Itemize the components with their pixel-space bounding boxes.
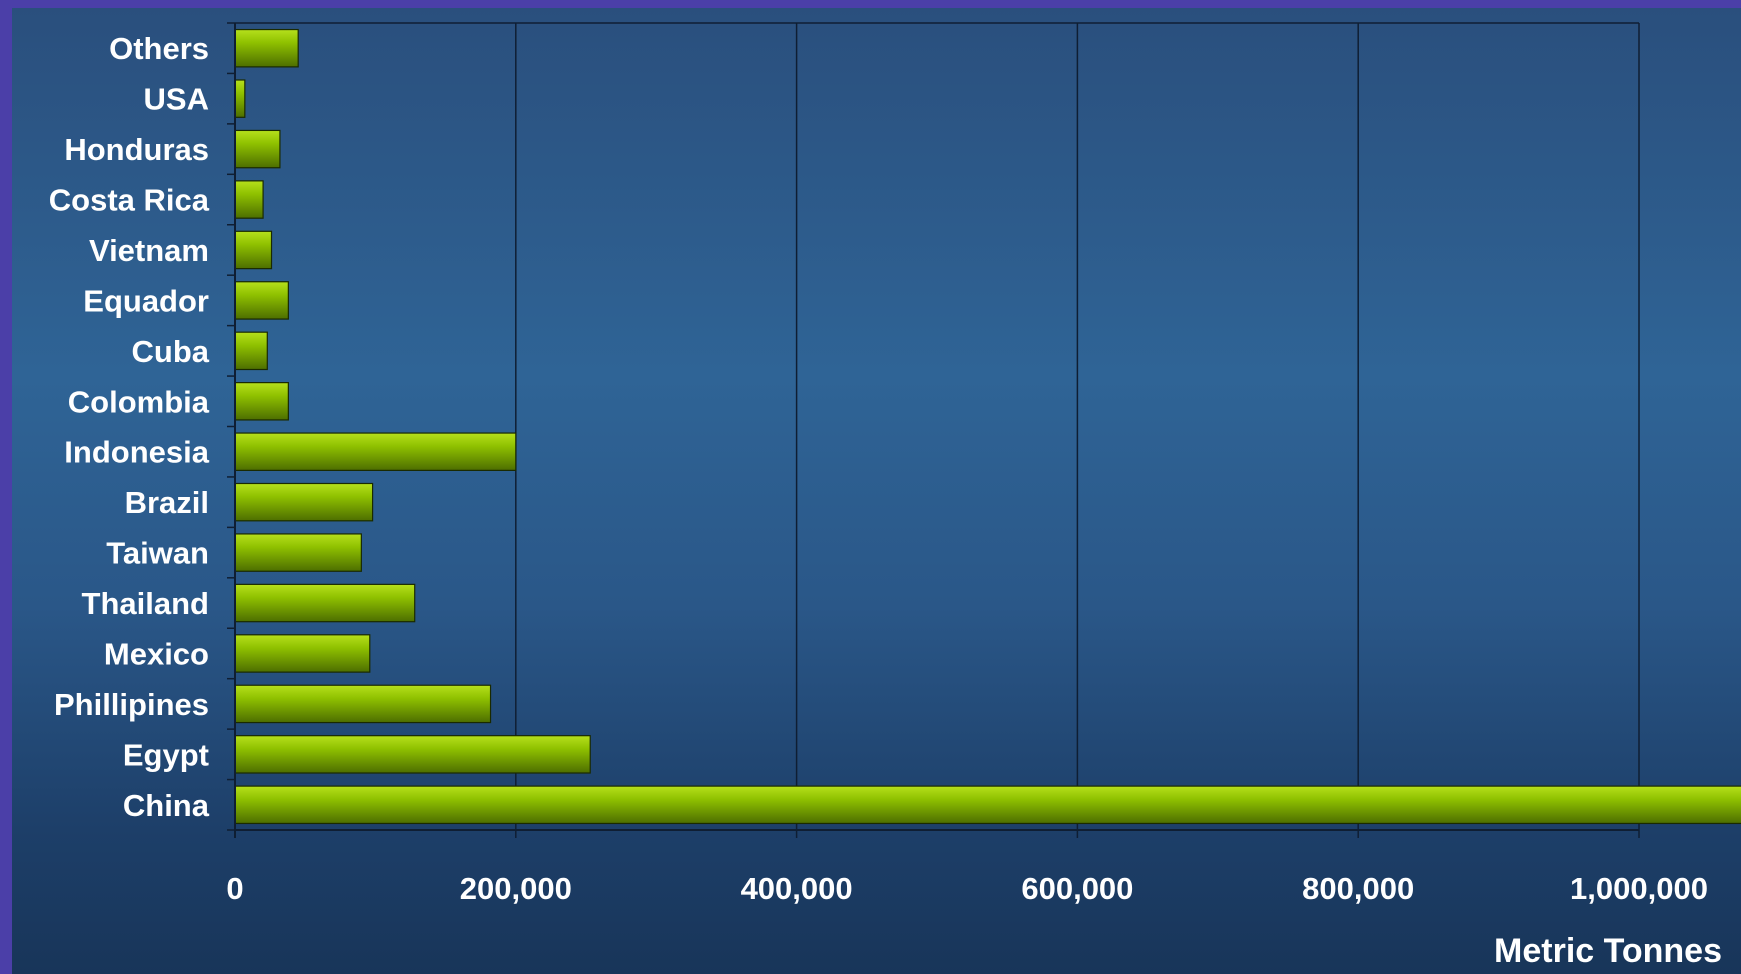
- bar-costa-rica: [234, 180, 264, 219]
- category-label-brazil: Brazil: [125, 485, 209, 520]
- category-label-china: China: [123, 788, 210, 823]
- bar-mexico: [234, 634, 371, 673]
- x-axis-title: Metric Tonnes: [1494, 932, 1722, 970]
- category-label-taiwan: Taiwan: [106, 536, 209, 571]
- gridlines: [235, 22, 1640, 830]
- category-label-indonesia: Indonesia: [64, 435, 209, 470]
- axes: [227, 22, 1640, 838]
- bar-egypt: [234, 735, 591, 774]
- chart-panel: Others USA Honduras Costa Rica Vietnam Equado…: [12, 8, 1741, 974]
- x-tick-label-5: 1,000,000: [1570, 871, 1708, 906]
- category-label-equador: Equador: [83, 283, 209, 318]
- category-label-colombia: Colombia: [68, 384, 210, 419]
- bars: [234, 28, 1741, 825]
- bar-cuba: [234, 331, 268, 371]
- category-label-others: Others: [109, 31, 209, 66]
- bar-brazil: [234, 482, 374, 522]
- bar-equador: [234, 281, 289, 320]
- bar-indonesia: [234, 432, 517, 471]
- category-label-honduras: Honduras: [64, 132, 209, 167]
- x-tick-labels: 0 200,000 400,000 600,000 800,000 1,000,000: [226, 871, 1708, 906]
- x-tick-label-2: 400,000: [741, 871, 853, 906]
- category-label-usa: USA: [144, 82, 209, 117]
- bar-others: [234, 28, 299, 68]
- bar-honduras: [234, 129, 281, 169]
- category-labels: Others USA Honduras Costa Rica Vietnam Equado…: [49, 31, 210, 823]
- category-label-costa-rica: Costa Rica: [49, 183, 210, 218]
- category-label-egypt: Egypt: [123, 737, 209, 772]
- x-tick-label-3: 600,000: [1021, 871, 1133, 906]
- bar-vietnam: [234, 230, 273, 270]
- x-tick-label-4: 800,000: [1302, 871, 1414, 906]
- category-label-cuba: Cuba: [132, 334, 210, 369]
- x-tick-label-0: 0: [226, 871, 243, 906]
- x-tick-label-1: 200,000: [460, 871, 572, 906]
- bar-phillipines: [234, 684, 492, 724]
- bar-colombia: [234, 382, 289, 421]
- bar-usa: [234, 79, 246, 118]
- bar-chart: Others USA Honduras Costa Rica Vietnam Equado…: [49, 22, 1741, 970]
- bar-china: [234, 785, 1741, 825]
- category-label-vietnam: Vietnam: [89, 233, 209, 268]
- category-label-thailand: Thailand: [82, 586, 209, 621]
- bar-thailand: [234, 583, 416, 623]
- category-label-mexico: Mexico: [104, 636, 209, 671]
- category-label-phillipines: Phillipines: [54, 687, 209, 722]
- bar-taiwan: [234, 533, 362, 572]
